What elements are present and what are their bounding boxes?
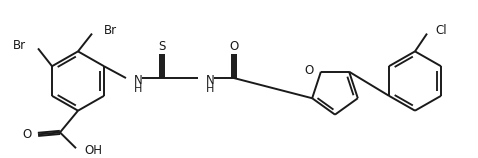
Text: Br: Br xyxy=(13,39,26,52)
Text: O: O xyxy=(229,40,239,53)
Text: N: N xyxy=(134,73,143,87)
Text: S: S xyxy=(158,40,166,53)
Text: Br: Br xyxy=(104,24,117,37)
Text: N: N xyxy=(206,73,215,87)
Text: H: H xyxy=(206,84,214,94)
Text: O: O xyxy=(23,128,32,141)
Text: O: O xyxy=(304,64,314,77)
Text: H: H xyxy=(134,84,142,94)
Text: Cl: Cl xyxy=(435,24,446,37)
Text: OH: OH xyxy=(84,144,102,157)
